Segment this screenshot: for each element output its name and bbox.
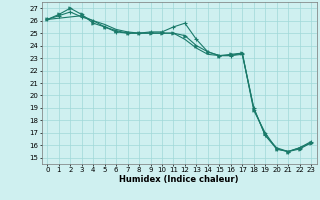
X-axis label: Humidex (Indice chaleur): Humidex (Indice chaleur): [119, 175, 239, 184]
